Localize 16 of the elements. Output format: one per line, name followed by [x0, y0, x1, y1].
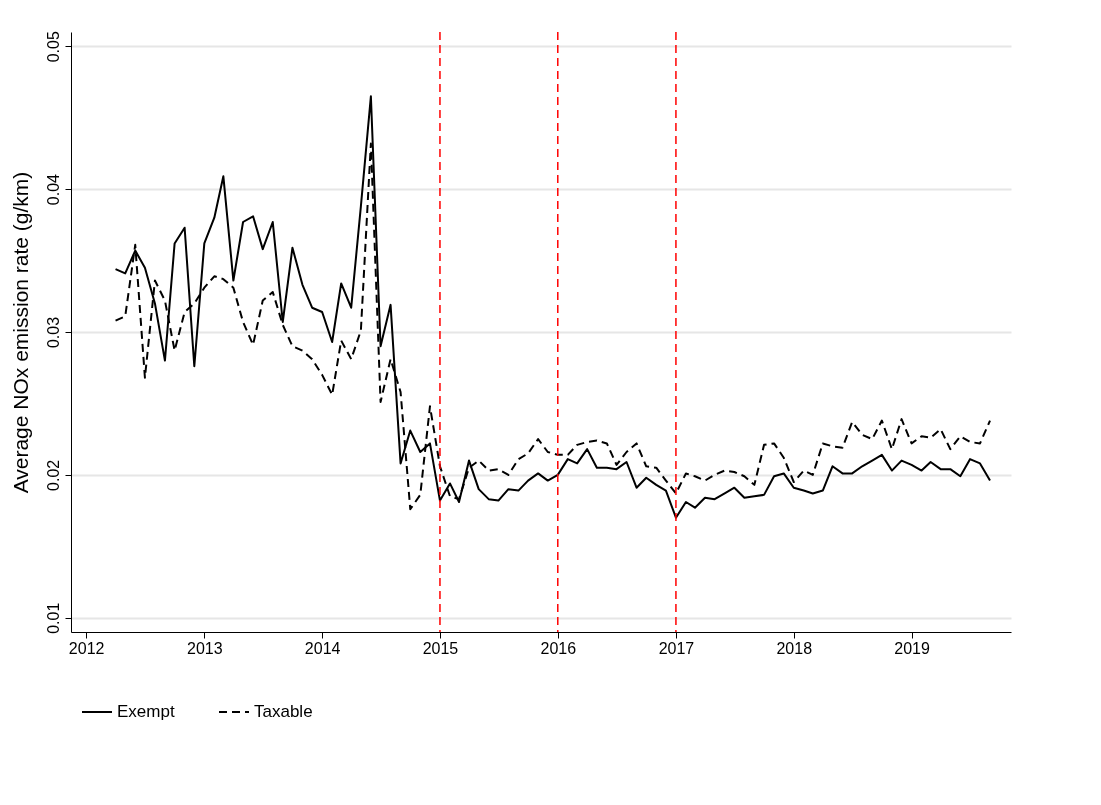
x-tick-label: 2015 — [422, 639, 459, 657]
y-tick-label: 0.05 — [44, 31, 62, 63]
x-tick-label: 2019 — [894, 639, 930, 657]
y-tick-label: 0.01 — [44, 602, 62, 634]
x-tick-label: 2018 — [776, 639, 813, 657]
legend-label: Exempt — [117, 702, 175, 721]
x-tick-label: 2013 — [187, 639, 223, 657]
y-tick-label: 0.02 — [44, 459, 62, 491]
x-tick-label: 2014 — [304, 639, 341, 657]
x-tick-label: 2017 — [658, 639, 695, 657]
y-tick-label: 0.03 — [44, 316, 62, 349]
y-tick-label: 0.04 — [44, 173, 62, 206]
x-tick-label: 2012 — [68, 639, 105, 657]
legend-label: Taxable — [254, 702, 313, 721]
y-axis-title: Average NOx emission rate (g/km) — [8, 171, 32, 494]
x-tick-label: 2016 — [540, 639, 577, 657]
